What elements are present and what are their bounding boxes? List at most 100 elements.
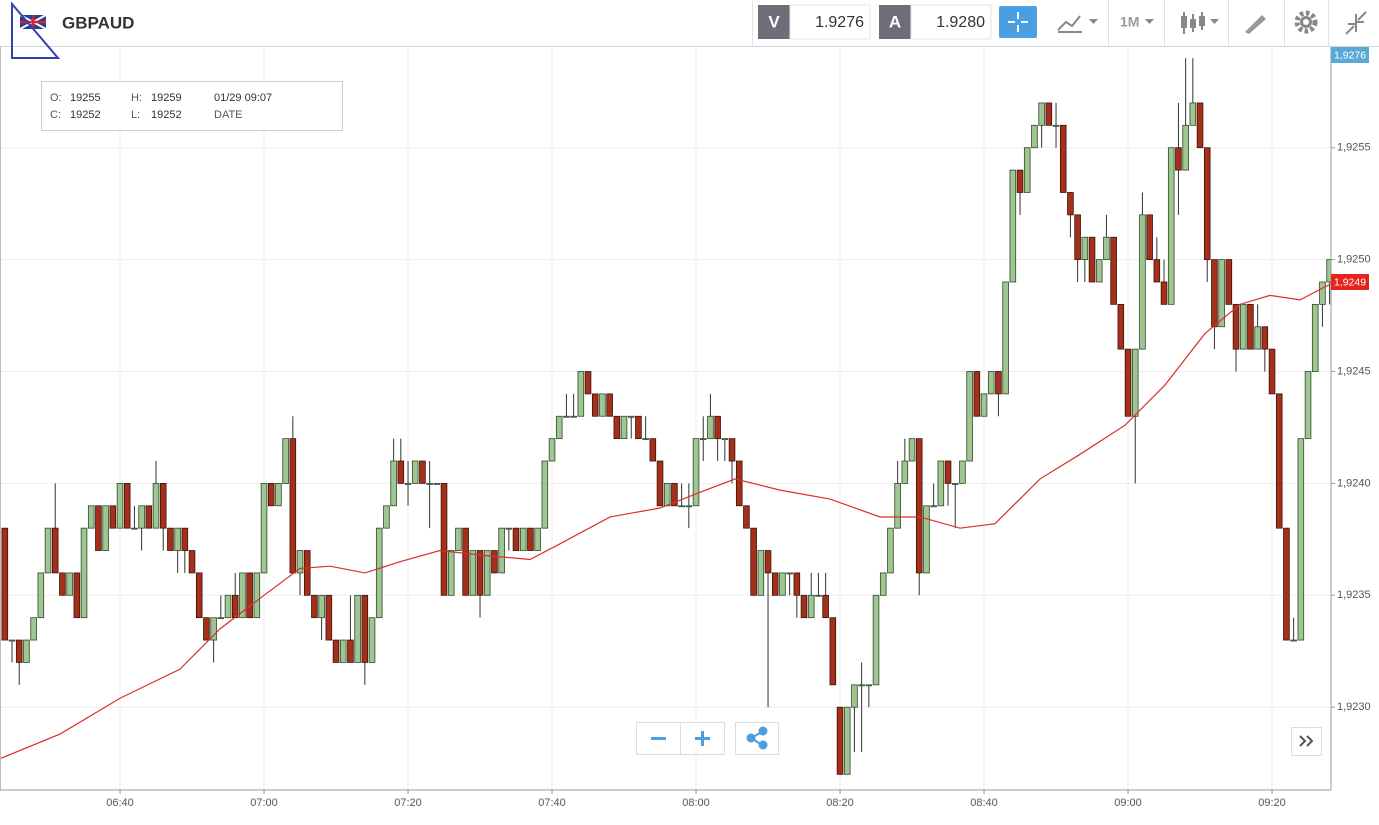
candle-style-button[interactable] xyxy=(1181,12,1219,34)
candle-body xyxy=(1038,102,1045,126)
candle-body xyxy=(620,415,628,440)
candle-body xyxy=(361,594,369,663)
candle-body xyxy=(246,572,253,619)
overlay xyxy=(0,283,1331,760)
candle-body xyxy=(707,415,714,440)
candle-body xyxy=(771,572,779,596)
bid-letter: V xyxy=(768,12,780,31)
candle-body xyxy=(1326,259,1331,283)
candle-body xyxy=(663,483,671,507)
symbol: GBPAUD xyxy=(62,13,134,32)
candle-body xyxy=(203,617,210,641)
candle-body xyxy=(260,483,268,574)
candle-body xyxy=(1290,639,1297,642)
candle-body xyxy=(411,460,419,484)
candle-body xyxy=(426,483,433,485)
logo xyxy=(11,1,61,59)
candle-body xyxy=(239,572,246,619)
candle-body xyxy=(599,393,606,417)
candle-body xyxy=(699,438,707,441)
candle-body xyxy=(735,460,743,507)
ask-button[interactable] xyxy=(879,5,911,39)
candle-body xyxy=(1059,124,1067,193)
y-tick-label: 1,9230 xyxy=(1337,701,1371,713)
candle-body xyxy=(1182,124,1189,171)
candle-body xyxy=(1,527,9,641)
candle-body xyxy=(1160,281,1168,305)
candle-body xyxy=(440,483,448,596)
candle-body xyxy=(167,527,174,551)
ohlc-label: L: xyxy=(131,109,140,121)
candle-body xyxy=(1009,169,1017,283)
interval-caret xyxy=(1145,19,1154,24)
candle-body xyxy=(397,460,405,484)
last-price-badge xyxy=(1331,273,1369,290)
bid-box xyxy=(789,4,871,40)
candle-body xyxy=(282,438,289,484)
candle-body xyxy=(1031,124,1038,149)
candle-body xyxy=(1023,147,1031,193)
candle-body xyxy=(887,527,894,574)
candle-body xyxy=(807,594,815,619)
y-tick-label: 1,9250 xyxy=(1337,254,1371,266)
candle-body xyxy=(577,371,585,417)
candle-body xyxy=(181,527,189,551)
candle-body xyxy=(692,438,700,507)
share-button[interactable] xyxy=(735,722,779,755)
scroll-end-button[interactable] xyxy=(1291,727,1322,756)
candle-body xyxy=(1175,147,1182,171)
bid-badge xyxy=(1331,47,1369,63)
candle-body xyxy=(613,415,621,440)
candle-body xyxy=(354,594,361,663)
candle-body xyxy=(505,527,513,530)
chart-type-button[interactable] xyxy=(1057,15,1098,33)
bid-button[interactable] xyxy=(758,5,790,39)
candle-body xyxy=(786,572,793,575)
candle-body xyxy=(764,550,772,574)
candle-body xyxy=(123,483,131,529)
candle-body xyxy=(836,706,844,775)
crosshair-button[interactable] xyxy=(999,6,1037,38)
candle-body xyxy=(987,371,995,395)
interval-button[interactable]: 1M xyxy=(1120,14,1139,30)
candle-body xyxy=(915,438,923,574)
bid-price: 1.9276 xyxy=(815,14,864,31)
collapse-button[interactable] xyxy=(1345,11,1367,35)
candle-body xyxy=(779,572,786,596)
candle-body xyxy=(469,550,477,596)
candle-body xyxy=(743,505,750,529)
candle-body xyxy=(879,572,887,596)
candle-body xyxy=(829,617,837,686)
candle-body xyxy=(822,594,829,619)
candle-body xyxy=(102,505,109,551)
draw-tool-button[interactable] xyxy=(1245,15,1266,34)
y-tick-label: 1,9245 xyxy=(1337,365,1371,377)
candle-body xyxy=(138,505,145,529)
candle-body xyxy=(116,483,124,529)
ohlc-label: C: xyxy=(50,109,61,121)
candle-body xyxy=(1283,527,1290,641)
candle-body xyxy=(1117,303,1125,350)
candle-body xyxy=(462,527,469,596)
candle-body xyxy=(44,527,52,574)
candle-body xyxy=(419,460,426,484)
candle-body xyxy=(894,483,901,529)
candle-body xyxy=(347,639,354,663)
candle-body xyxy=(721,438,729,441)
x-tick-label: 07:00 xyxy=(250,797,278,809)
candle-body xyxy=(23,639,30,663)
candle-body xyxy=(339,639,347,663)
candle-body xyxy=(368,617,376,663)
candle-body xyxy=(1203,147,1211,261)
candle-body xyxy=(1088,236,1096,283)
candle-body xyxy=(1196,102,1204,149)
candle-body xyxy=(210,617,217,641)
settings-button[interactable] xyxy=(1294,10,1318,34)
candle-body xyxy=(512,527,520,551)
candle-body xyxy=(951,483,959,485)
candle-body xyxy=(793,572,801,596)
candle-body xyxy=(728,438,736,462)
candle-body xyxy=(1045,102,1053,126)
candle-body xyxy=(1095,259,1103,283)
candle-body xyxy=(325,594,333,641)
